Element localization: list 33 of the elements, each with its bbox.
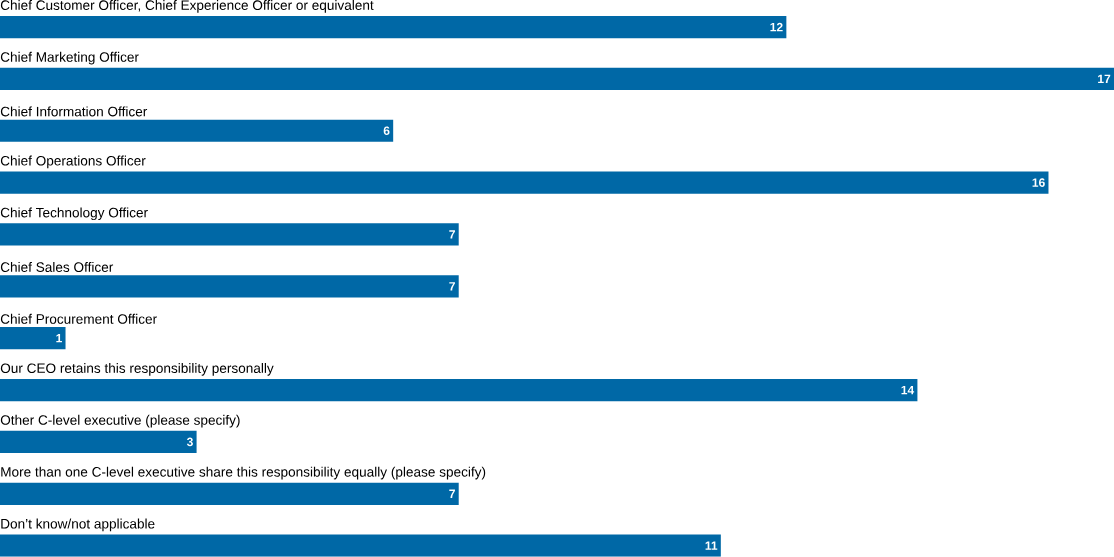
data-label: 6 xyxy=(383,126,390,136)
y-tick-label: Chief Marketing Officer xyxy=(0,51,139,65)
bar xyxy=(0,430,197,454)
y-tick-label: Other C-level executive (please specify) xyxy=(0,415,240,428)
data-label: 17 xyxy=(1098,74,1111,84)
bar xyxy=(0,379,918,402)
data-label: 3 xyxy=(186,437,193,447)
data-label: 7 xyxy=(449,489,455,499)
data-label: 12 xyxy=(770,22,783,32)
y-tick-label: Chief Sales Officer xyxy=(0,262,114,273)
bar xyxy=(0,534,721,557)
bar xyxy=(0,16,787,39)
y-tick-label: Our CEO retains this responsibility personally xyxy=(0,363,274,376)
y-tick-label: Chief Operations Officer xyxy=(0,155,146,169)
data-label: 7 xyxy=(449,230,455,239)
bar xyxy=(0,223,459,246)
data-label: 7 xyxy=(449,282,455,291)
bar xyxy=(0,327,66,350)
y-tick-label: Chief Procurement Officer xyxy=(0,313,157,324)
data-label: 14 xyxy=(901,386,915,395)
y-tick-label: Chief Technology Officer xyxy=(0,207,148,221)
y-tick-label: Don’t know/not applicable xyxy=(1,518,155,532)
bar xyxy=(0,482,459,506)
data-label: 16 xyxy=(1032,178,1045,187)
data-label: 1 xyxy=(56,334,62,343)
bar xyxy=(0,275,459,298)
data-label: 11 xyxy=(705,541,718,550)
bar xyxy=(0,171,1049,194)
bar xyxy=(0,67,1114,91)
y-tick-label: More than one C-level executive share this responsibility equally (please specify) xyxy=(1,466,486,480)
bar xyxy=(0,119,394,142)
y-tick-label: Chief Customer Officer, Chief Experience Officer or equivalent xyxy=(0,0,374,13)
y-tick-label: Chief Information Officer xyxy=(0,106,148,117)
